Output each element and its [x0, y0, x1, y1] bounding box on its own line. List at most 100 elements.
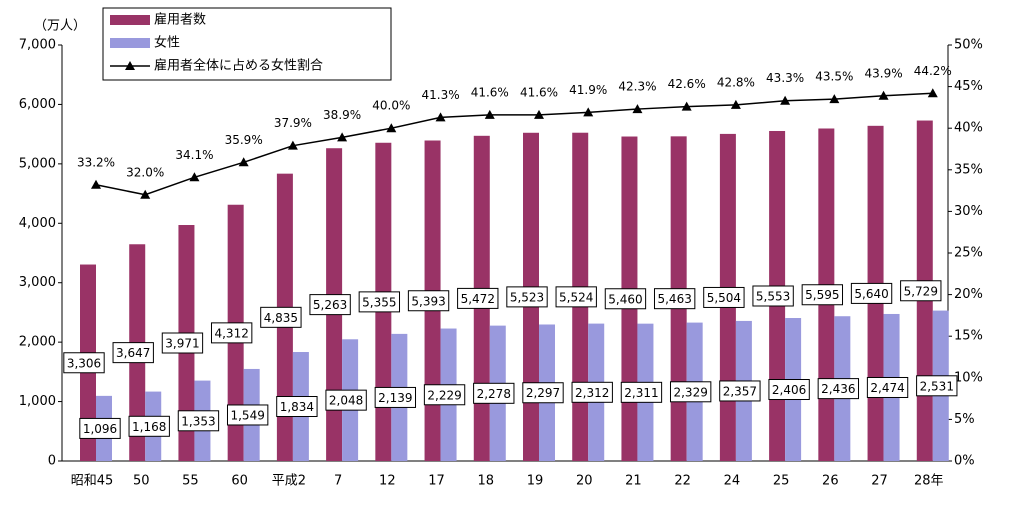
- bar-value-label: 5,393: [411, 294, 445, 308]
- marker: [780, 95, 791, 105]
- bar-value-label: 1,096: [83, 422, 117, 436]
- bar-value-label: 3,306: [67, 356, 101, 370]
- bar-value-label-box: [407, 290, 450, 312]
- bar-value-label-box: [752, 285, 794, 307]
- legend-label: 雇用者数: [154, 12, 206, 28]
- x-tick-label: 21: [625, 474, 642, 489]
- bar-value-label-box: [276, 396, 318, 418]
- bar-value-label: 5,504: [707, 291, 741, 305]
- y2-tick-label: 35%: [954, 162, 983, 177]
- bar-value-label-box: [260, 306, 302, 328]
- y-tick-label: 0: [48, 454, 56, 469]
- bar-value-label: 2,311: [624, 386, 658, 400]
- bar-value-label-box: [325, 389, 367, 411]
- y-tick-label: 6,000: [19, 97, 56, 112]
- y2-tick-label: 20%: [954, 287, 983, 302]
- y2-tick-label: 45%: [954, 79, 983, 94]
- y-axis-label: （万人）: [34, 19, 86, 34]
- bar-value-label-box: [850, 282, 893, 304]
- bar-value-label: 5,595: [805, 288, 839, 302]
- bar-value-label-box: [900, 280, 942, 302]
- y-tick-label: 1,000: [19, 394, 56, 409]
- x-tick-label: 60: [231, 474, 248, 489]
- bar-value-label-box: [653, 288, 696, 310]
- x-tick-label: 12: [379, 474, 396, 489]
- y-tick-label: 4,000: [19, 216, 56, 231]
- line-value-label: 41.6%: [471, 85, 509, 99]
- bar-value-label: 5,355: [362, 295, 396, 309]
- marker: [91, 179, 101, 189]
- marker: [484, 109, 495, 119]
- bar-value-label: 5,460: [608, 292, 642, 306]
- y2-tick-label: 10%: [954, 370, 983, 385]
- line-value-label: 33.2%: [77, 155, 115, 169]
- line-value-label: 37.9%: [274, 116, 312, 130]
- y2-tick-label: 40%: [954, 121, 983, 136]
- x-tick-label: 17: [428, 474, 445, 489]
- line-value-label: 44.2%: [914, 64, 952, 78]
- line-value-label: 43.9%: [864, 66, 902, 80]
- bar-value-label-box: [555, 286, 597, 308]
- x-tick-label: 28年: [914, 474, 944, 489]
- bar-value-label: 2,474: [870, 381, 904, 395]
- line-value-label: 32.0%: [126, 165, 164, 179]
- bar-value-label: 2,229: [427, 388, 461, 402]
- line-value-label: 42.3%: [618, 80, 656, 94]
- x-tick-label: 24: [724, 474, 741, 489]
- marker: [534, 109, 544, 119]
- bar-value-label-box: [506, 286, 548, 308]
- bar-value-label: 2,278: [477, 387, 511, 401]
- y2-tick-label: 5%: [954, 412, 975, 427]
- bar-value-label-box: [817, 378, 860, 400]
- line-value-label: 41.3%: [421, 88, 459, 102]
- marker: [287, 140, 298, 150]
- bar-value-label: 5,640: [854, 287, 888, 301]
- bar-value-label: 3,971: [165, 337, 199, 351]
- marker: [829, 94, 840, 104]
- x-tick-label: 55: [182, 474, 199, 489]
- bar-value-label-box: [719, 380, 761, 402]
- bar-value-label-box: [801, 284, 844, 306]
- bar-value-label-box: [768, 379, 810, 401]
- bar-value-label: 5,463: [657, 292, 691, 306]
- x-tick-label: 50: [133, 474, 150, 489]
- bar-value-label-box: [112, 342, 154, 364]
- x-tick-label: 25: [773, 474, 790, 489]
- bar-value-label-box: [473, 382, 515, 404]
- marker: [337, 132, 348, 142]
- bar-value-label-box: [703, 286, 745, 308]
- bar-value-label-box: [358, 291, 401, 313]
- y2-tick-label: 15%: [954, 329, 983, 344]
- bar-value-label-box: [161, 332, 204, 354]
- y-tick-label: 5,000: [19, 156, 56, 171]
- bar-value-label: 2,048: [329, 394, 363, 408]
- bar-value-label-box: [128, 415, 170, 437]
- bar-value-label: 2,139: [378, 391, 412, 405]
- marker: [730, 99, 741, 109]
- bar-value-label: 2,406: [772, 383, 806, 397]
- line-value-label: 43.3%: [766, 71, 804, 85]
- marker: [386, 123, 397, 133]
- x-tick-label: 20: [576, 474, 593, 489]
- bar-value-label-box: [916, 375, 958, 397]
- marker: [632, 104, 643, 114]
- legend-label: 女性: [154, 35, 180, 51]
- bar-value-label: 5,729: [904, 284, 938, 298]
- x-tick-label: 7: [334, 474, 342, 489]
- marker: [583, 107, 594, 117]
- line-value-label: 38.9%: [323, 108, 361, 122]
- bar-value-label: 5,263: [313, 298, 347, 312]
- legend-box: [102, 7, 392, 81]
- x-tick-label: 19: [527, 474, 544, 489]
- bar-value-label-box: [63, 352, 105, 374]
- bar-value-label-box: [866, 376, 909, 398]
- bar-value-label-box: [522, 382, 564, 404]
- bar-value-label-box: [374, 386, 417, 408]
- marker: [189, 172, 200, 182]
- x-tick-label: 22: [674, 474, 691, 489]
- line: [95, 92, 933, 196]
- bar-value-label: 2,357: [723, 384, 757, 398]
- x-tick-label: 平成2: [272, 474, 306, 489]
- y-tick-label: 7,000: [19, 38, 56, 53]
- x-tick-label: 18: [478, 474, 495, 489]
